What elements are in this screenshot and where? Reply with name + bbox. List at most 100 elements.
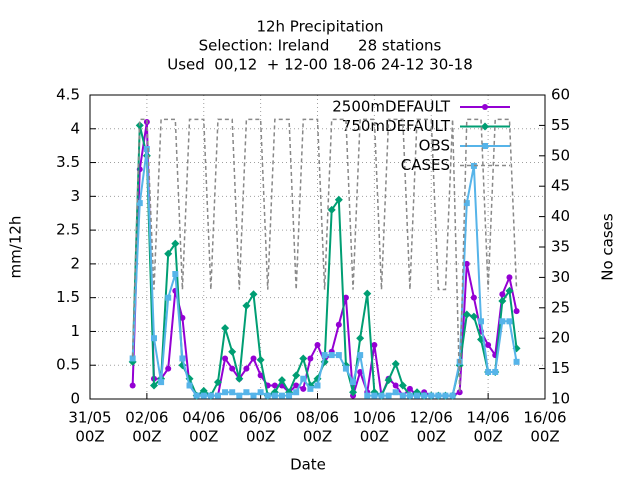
- point: [143, 146, 150, 153]
- point: [300, 375, 307, 382]
- point: [172, 271, 179, 278]
- point: [399, 392, 406, 399]
- x-tick-label: 31/05: [68, 409, 111, 427]
- point: [222, 389, 229, 396]
- point: [499, 318, 506, 325]
- point: [482, 143, 488, 149]
- point: [335, 321, 342, 328]
- point: [150, 335, 157, 342]
- point: [221, 324, 230, 333]
- y-tick-label: 4.5: [56, 86, 80, 104]
- x-tick-label: 00Z: [132, 428, 161, 446]
- point: [392, 382, 399, 389]
- point: [186, 382, 193, 389]
- y-tick-label: 1.5: [56, 288, 80, 306]
- chart-subtitle: Selection: Ireland 28 stations: [199, 37, 442, 55]
- point: [149, 381, 158, 390]
- y2-axis-label: No cases: [599, 213, 617, 281]
- point: [293, 382, 300, 389]
- point: [257, 389, 264, 396]
- point: [207, 392, 214, 399]
- point: [392, 389, 399, 396]
- x-tick-label: 06/06: [239, 409, 282, 427]
- y2-tick-label: 20: [551, 329, 570, 347]
- point: [391, 359, 400, 368]
- point: [435, 392, 442, 399]
- point: [293, 389, 300, 396]
- y2-tick-label: 30: [551, 268, 570, 286]
- point: [256, 355, 265, 364]
- point: [371, 392, 378, 399]
- series-line: [131, 118, 518, 393]
- point: [164, 249, 173, 258]
- x-tick-label: 00Z: [303, 428, 332, 446]
- point: [243, 365, 250, 372]
- point: [357, 352, 364, 359]
- point: [314, 341, 321, 348]
- x-tick-label: 00Z: [530, 428, 559, 446]
- point: [250, 392, 257, 399]
- point: [292, 371, 301, 380]
- y-tick-label: 4: [70, 119, 80, 137]
- point: [335, 352, 342, 359]
- point: [482, 104, 488, 110]
- point: [213, 378, 222, 387]
- x-tick-label: 16/06: [523, 409, 566, 427]
- point: [136, 200, 143, 207]
- x-tick-label: 00Z: [75, 428, 104, 446]
- point: [470, 294, 477, 301]
- point: [363, 289, 372, 298]
- point: [498, 297, 507, 306]
- chart-title: 12h Precipitation: [256, 18, 383, 36]
- y2-tick-label: 15: [551, 359, 570, 377]
- legend-label: 750mDEFAULT: [342, 117, 451, 135]
- point: [364, 392, 371, 399]
- y2-tick-label: 25: [551, 298, 570, 316]
- x-axis-label: Date: [290, 456, 326, 474]
- legend-label: 2500mDEFAULT: [332, 98, 451, 116]
- y-tick-label: 0: [70, 390, 80, 408]
- point: [485, 368, 492, 375]
- point: [414, 392, 421, 399]
- point: [193, 392, 200, 399]
- point: [277, 376, 286, 385]
- y2-tick-label: 40: [551, 207, 570, 225]
- x-tick-label: 00Z: [189, 428, 218, 446]
- point: [406, 385, 413, 392]
- x-tick-label: 08/06: [296, 409, 339, 427]
- point: [384, 376, 393, 385]
- point: [492, 368, 499, 375]
- point: [129, 382, 136, 389]
- point: [449, 392, 456, 399]
- point: [243, 389, 250, 396]
- chart-subtitle: Used 00,12 + 12-00 18-06 24-12 30-18: [167, 56, 473, 74]
- point: [463, 260, 470, 267]
- legend-label: OBS: [419, 137, 450, 155]
- y-tick-label: 3.5: [56, 153, 80, 171]
- point: [257, 372, 264, 379]
- point: [200, 392, 207, 399]
- y-tick-label: 2: [70, 254, 80, 272]
- point: [300, 385, 307, 392]
- point: [171, 239, 180, 248]
- point: [307, 385, 314, 392]
- point: [165, 294, 172, 301]
- point: [327, 205, 336, 214]
- point: [278, 392, 285, 399]
- y2-tick-label: 45: [551, 177, 570, 195]
- x-tick-label: 00Z: [473, 428, 502, 446]
- point: [469, 312, 478, 321]
- x-tick-label: 14/06: [467, 409, 510, 427]
- point: [179, 314, 186, 321]
- x-tick-label: 02/06: [125, 409, 168, 427]
- point: [349, 388, 358, 397]
- point: [321, 352, 328, 359]
- point: [350, 379, 357, 386]
- y-tick-label: 0.5: [56, 356, 80, 374]
- point: [470, 162, 477, 169]
- point: [334, 195, 343, 204]
- y-tick-label: 1: [70, 322, 80, 340]
- point: [506, 274, 513, 281]
